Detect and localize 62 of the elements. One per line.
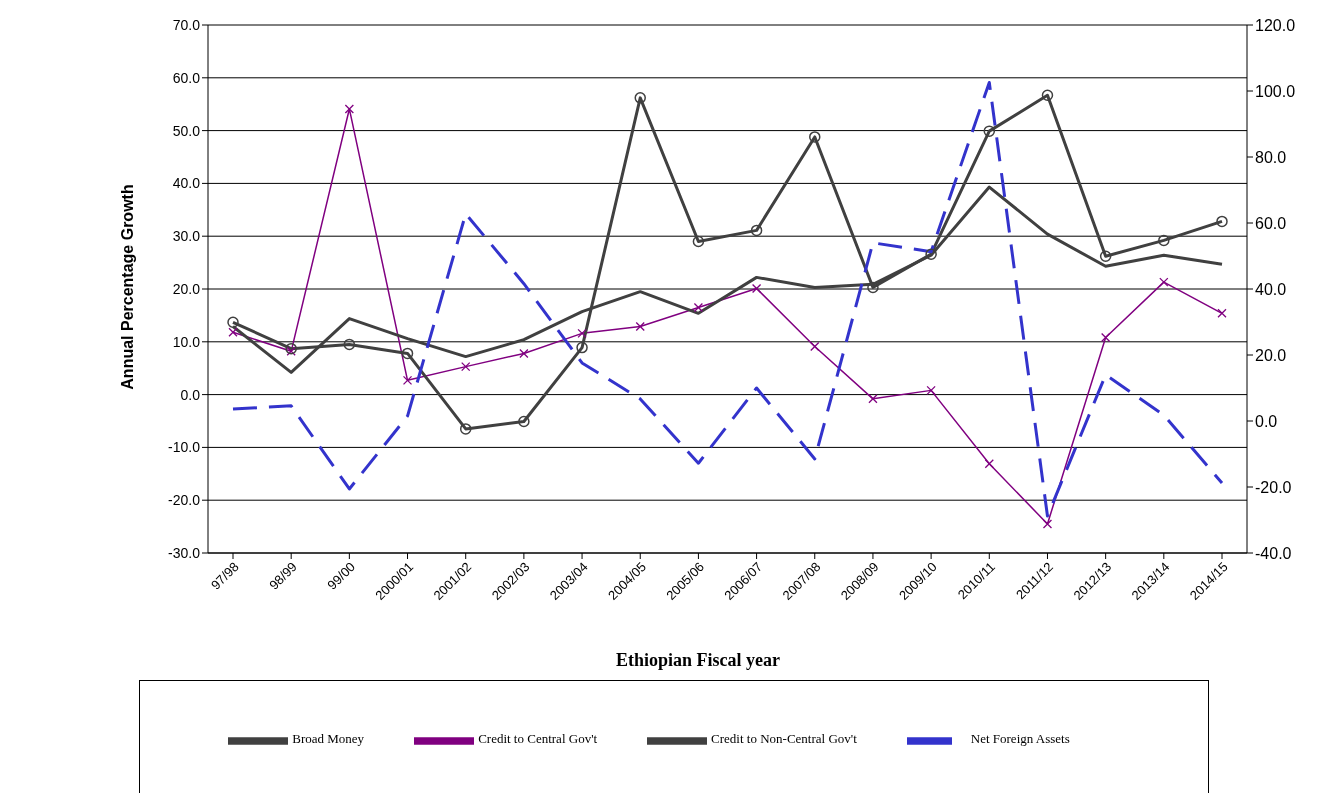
y2-tick-label: -40.0 [1255,544,1292,562]
point [1101,332,1111,343]
point [925,248,937,260]
point [1217,308,1227,318]
point [809,131,821,143]
point [810,341,820,352]
point [577,328,587,338]
point [343,338,356,351]
y-axis-title: Annual Percentage Growth [119,183,137,392]
point [1041,89,1054,101]
y-tick-label: 30.0 [172,228,201,245]
y-tick-label: -30.0 [168,544,201,561]
y2-tick-label: -20.0 [1255,478,1292,496]
x-axis-title: Ethiopian Fiscal year [615,650,781,671]
point [750,224,763,237]
y2-tick-label: 60.0 [1255,214,1287,232]
y2-tick-label: 100.0 [1255,82,1296,100]
point [402,375,413,385]
y2-tick-label: 120.0 [1255,16,1296,34]
y2-tick-label: 0.0 [1255,412,1278,430]
point [227,316,239,329]
point [285,342,297,355]
point [926,385,936,396]
y-tick-label: 50.0 [172,122,201,139]
y2-tick-label: 80.0 [1255,148,1287,166]
point [459,423,472,435]
point [1158,234,1170,247]
legend-label: Broad Money [292,731,365,747]
y2-tick-label: 20.0 [1255,346,1287,364]
legend-label: Credit to Central Gov't [478,731,598,747]
point [519,348,529,359]
point [751,283,762,294]
point [401,347,414,360]
point [1159,277,1169,287]
point [635,321,645,332]
point [344,104,354,114]
legend-label: Net Foreign Assets [970,731,1070,747]
y-tick-label: 70.0 [172,16,201,33]
point [693,302,704,313]
y2-tick-label: 40.0 [1255,280,1287,298]
point [1099,250,1112,263]
y-tick-label: 40.0 [172,175,201,192]
y-tick-label: 0.0 [180,386,201,403]
y-tick-label: 10.0 [172,333,201,350]
y-tick-label: -20.0 [168,492,201,509]
legend-label: Credit to Non-Central Gov't [711,731,857,747]
y-tick-label: 20.0 [172,280,201,297]
point [634,92,646,104]
point [983,125,996,137]
point [576,341,588,354]
y-tick-label: 60.0 [172,69,201,86]
point [984,459,994,469]
point [228,327,238,337]
point [518,415,530,428]
point [1042,519,1053,529]
point [867,281,879,294]
point [461,361,471,372]
point [692,235,705,248]
y-tick-label: -10.0 [168,439,201,456]
point [1216,215,1228,228]
point [868,394,878,404]
point [286,346,296,356]
